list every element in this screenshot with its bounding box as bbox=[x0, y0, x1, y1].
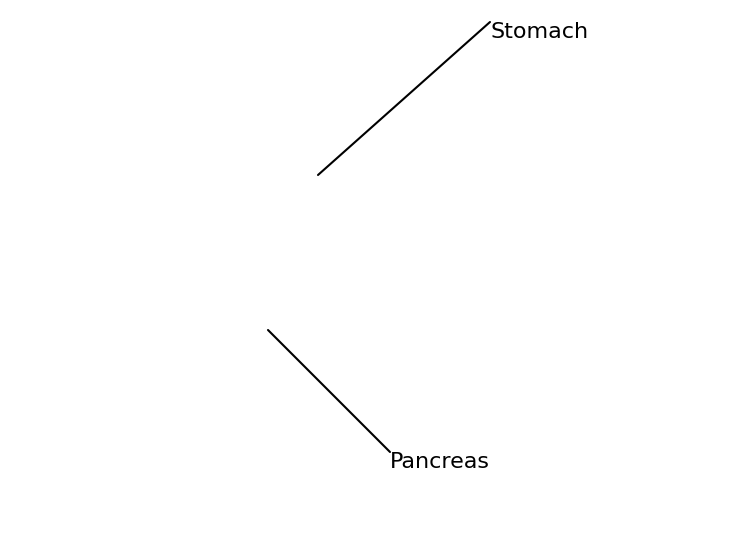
Text: Pancreas: Pancreas bbox=[390, 452, 490, 472]
Text: Stomach: Stomach bbox=[490, 22, 588, 42]
